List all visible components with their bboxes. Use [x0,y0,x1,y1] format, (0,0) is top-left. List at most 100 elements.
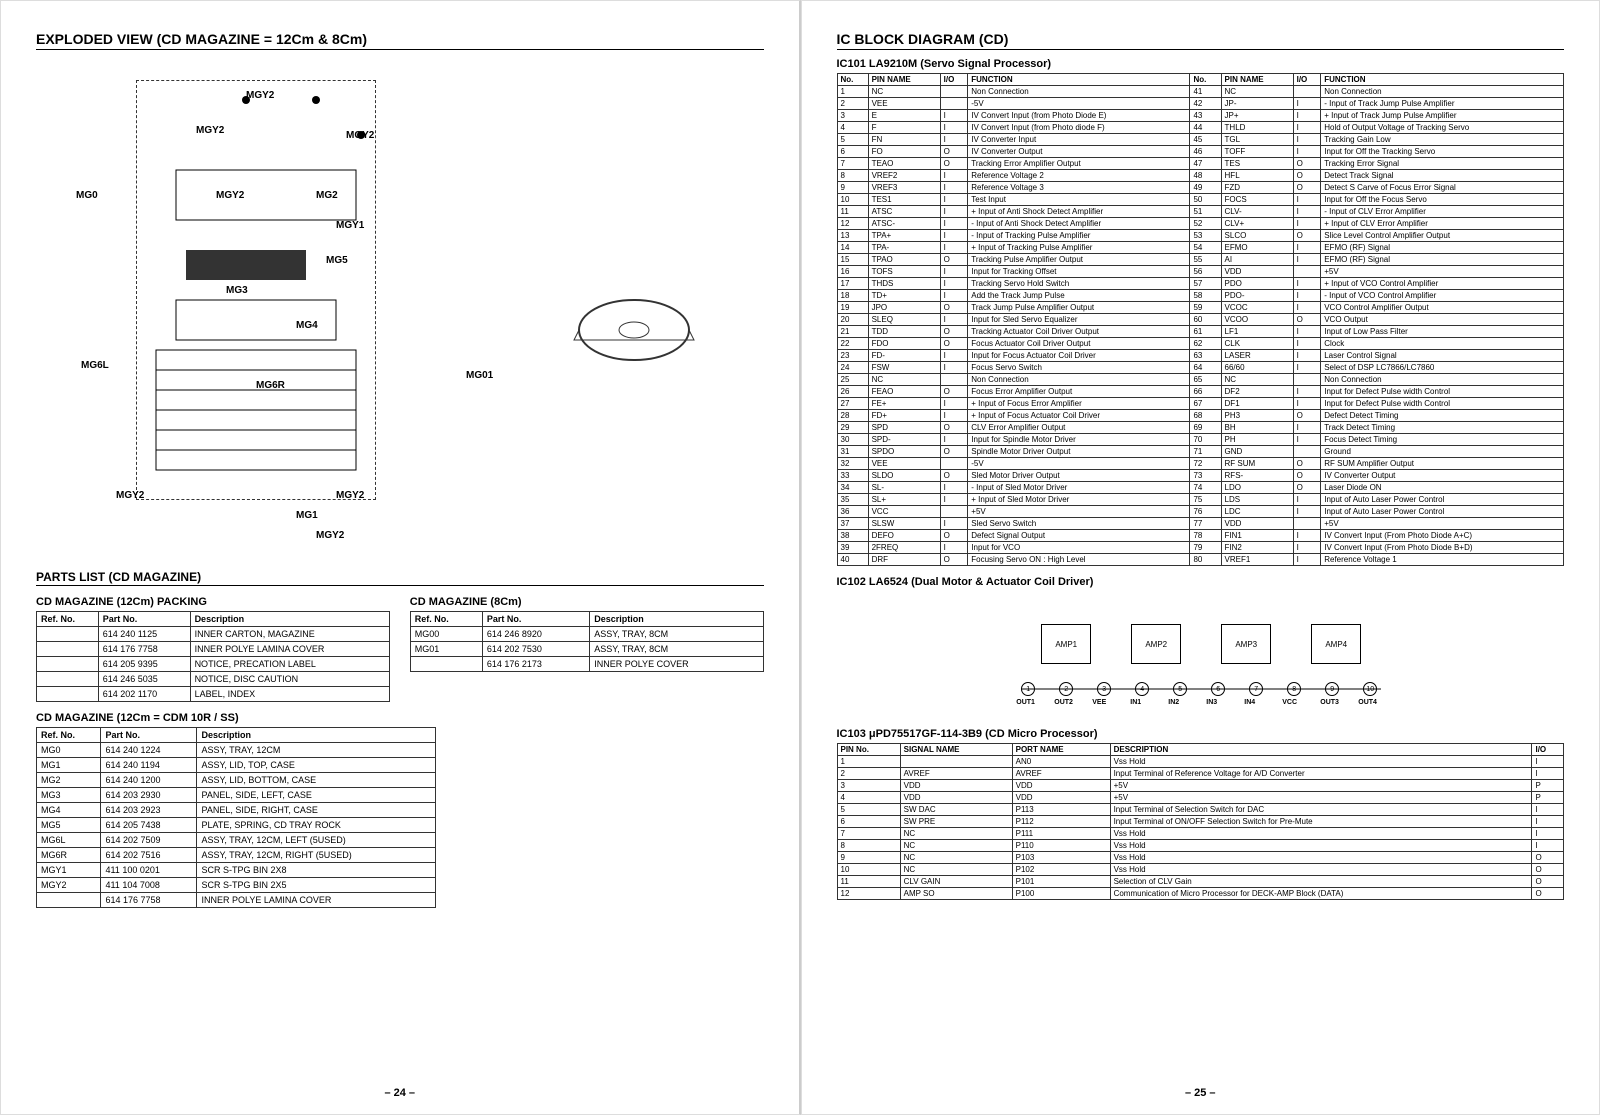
table-header: FUNCTION [1321,74,1564,86]
table-cell: 411 100 0201 [101,863,197,878]
table-row: 28FD+I+ Input of Focus Actuator Coil Dri… [837,410,1564,422]
table-cell: 46 [1190,146,1221,158]
table-cell: Vss Hold [1110,840,1532,852]
diagram-label: MG0 [76,190,98,201]
table-header: SIGNAL NAME [900,744,1012,756]
table-cell: I [1293,506,1321,518]
table-row: MG1614 240 1194ASSY, LID, TOP, CASE [37,758,436,773]
table-cell: I [1532,828,1564,840]
table-cell: I [940,314,968,326]
table-row: 614 205 9395NOTICE, PRECATION LABEL [37,657,390,672]
table-cell: 4 [837,792,900,804]
pin-label: IN1 [1130,699,1141,706]
table-row: 614 176 7758INNER POLYE LAMINA COVER [37,893,436,908]
table-cell: 16 [837,266,868,278]
table-cell: Focus Servo Switch [968,362,1190,374]
table-cell: Input of Auto Laser Power Control [1321,506,1564,518]
table-cell: 24 [837,362,868,374]
table-cell: VCOO [1221,314,1293,326]
table-cell: I [940,242,968,254]
table-cell: FDO [868,338,940,350]
table-cell: TEAO [868,158,940,170]
table-cell: I [940,290,968,302]
table-cell: Focusing Servo ON : High Level [968,554,1190,566]
diagram-label: MGY2 [116,490,144,501]
table-row: 4FIIV Convert Input (from Photo diode F)… [837,122,1564,134]
table-cell: MG1 [37,758,101,773]
table-cell: TOFS [868,266,940,278]
table-cell [37,687,99,702]
page-24: EXPLODED VIEW (CD MAGAZINE = 12Cm & 8Cm) [0,0,801,1115]
table-cell: I [1293,134,1321,146]
exploded-view-title: EXPLODED VIEW (CD MAGAZINE = 12Cm & 8Cm) [36,31,764,50]
diagram-label: MG1 [296,510,318,521]
table-cell: Add the Track Jump Pulse [968,290,1190,302]
table-cell: I [940,350,968,362]
table-cell: GND [1221,446,1293,458]
table-cell: Ground [1321,446,1564,458]
table-cell: Input Terminal of Reference Voltage for … [1110,768,1532,780]
table-cell: 12 [837,218,868,230]
table-cell: I [1293,338,1321,350]
table-cell: ASSY, TRAY, 8CM [590,627,763,642]
table-cell: CLV- [1221,206,1293,218]
table-cell: I [1293,122,1321,134]
table-cell: 43 [1190,110,1221,122]
table-cell [37,893,101,908]
table-row: 9VREF3IReference Voltage 349FZDODetect S… [837,182,1564,194]
table-cell: O [940,302,968,314]
table-row: 18TD+IAdd the Track Jump Pulse58PDO-I- I… [837,290,1564,302]
table-cell: CLV Error Amplifier Output [968,422,1190,434]
table-cell: Tracking Servo Hold Switch [968,278,1190,290]
table-cell: Laser Diode ON [1321,482,1564,494]
table-cell: I [940,542,968,554]
table-cell: TGL [1221,134,1293,146]
table-cell: 32 [837,458,868,470]
table-cell: O [1293,158,1321,170]
packing-8cm-table: Ref. No.Part No.Description MG00614 246 … [410,611,764,672]
table-cell: Input for VCO [968,542,1190,554]
table-cell: -5V [968,458,1190,470]
table-cell: MG5 [37,818,101,833]
table-cell: NC [900,864,1012,876]
table-cell: LABEL, INDEX [190,687,389,702]
table-row: 21TDDOTracking Actuator Coil Driver Outp… [837,326,1564,338]
table-cell: PDO- [1221,290,1293,302]
table-cell: Tracking Pulse Amplifier Output [968,254,1190,266]
table-cell [1293,446,1321,458]
diagram-label: MG6L [81,360,109,371]
table-cell: 614 202 7509 [101,833,197,848]
pin-label: OUT4 [1358,699,1377,706]
table-cell: PDO [1221,278,1293,290]
table-cell: Sled Servo Switch [968,518,1190,530]
table-cell: 64 [1190,362,1221,374]
table-row: 8VREF2IReference Voltage 248HFLODetect T… [837,170,1564,182]
table-cell: - Input of Anti Shock Detect Amplifier [968,218,1190,230]
table-cell: 614 202 7530 [482,642,589,657]
table-cell: EFMO (RF) Signal [1321,242,1564,254]
table-row: 5FNIIV Converter Input45TGLITracking Gai… [837,134,1564,146]
table-cell: 52 [1190,218,1221,230]
table-cell: 58 [1190,290,1221,302]
table-cell: I [1293,326,1321,338]
table-cell: O [1293,458,1321,470]
table-cell [37,672,99,687]
table-cell [1293,374,1321,386]
table-cell: I [940,482,968,494]
table-cell: I [940,362,968,374]
table-cell: IV Convert Input (From Photo Diode A+C) [1321,530,1564,542]
table-cell: 49 [1190,182,1221,194]
table-cell: 66 [1190,386,1221,398]
table-cell: I [1293,98,1321,110]
table-cell: FEAO [868,386,940,398]
amp-block: AMP3 [1221,624,1271,664]
table-cell: 1 [837,86,868,98]
table-cell: SPDO [868,446,940,458]
table-cell: 47 [1190,158,1221,170]
table-row: 29SPDOCLV Error Amplifier Output69BHITra… [837,422,1564,434]
table-row: 11ATSCI+ Input of Anti Shock Detect Ampl… [837,206,1564,218]
table-cell: P101 [1012,876,1110,888]
table-cell: 19 [837,302,868,314]
table-cell: 39 [837,542,868,554]
table-cell: 57 [1190,278,1221,290]
